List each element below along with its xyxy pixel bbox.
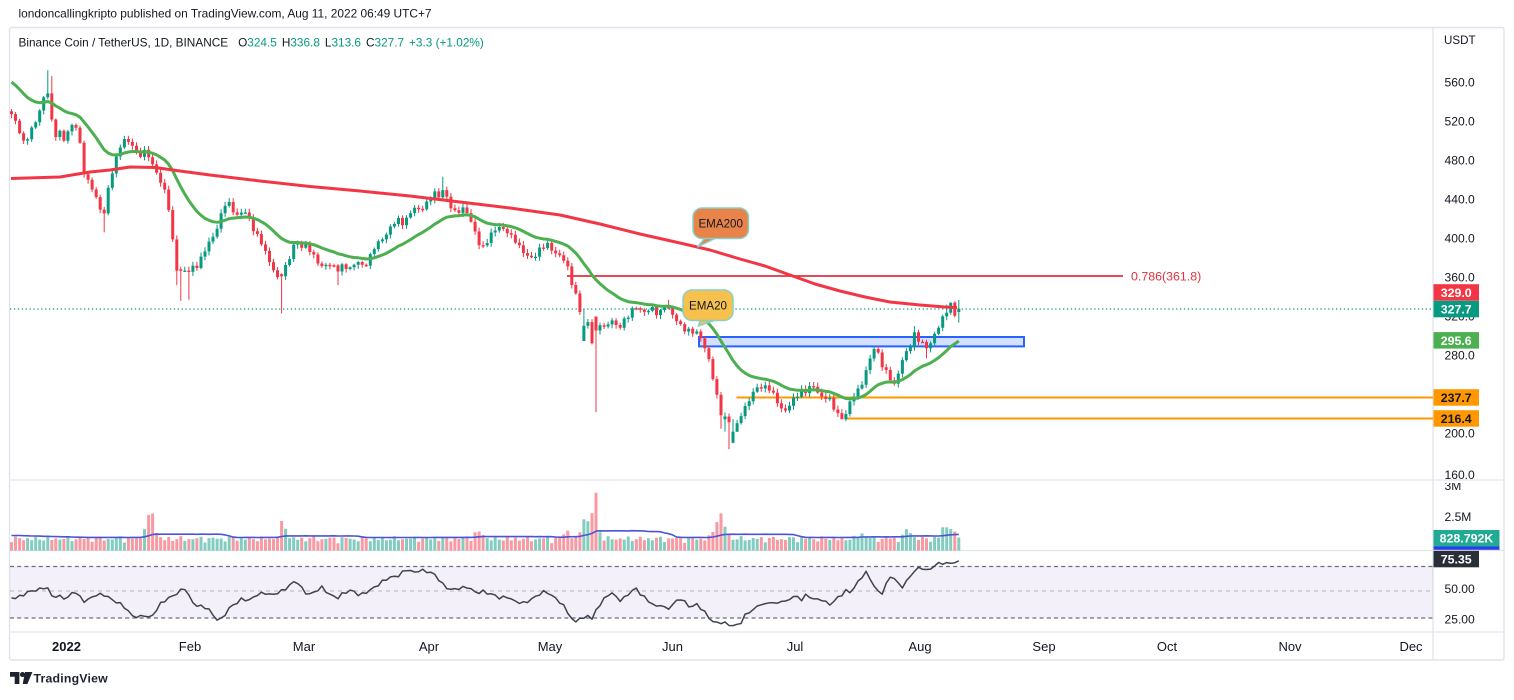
svg-text:400.0: 400.0 — [1445, 231, 1476, 245]
svg-text:Mar: Mar — [293, 639, 316, 654]
svg-text:USDT: USDT — [1444, 34, 1476, 47]
svg-text:828.792K: 828.792K — [1440, 532, 1494, 546]
svg-text:360.0: 360.0 — [1445, 270, 1476, 284]
svg-text:75.35: 75.35 — [1441, 552, 1472, 566]
svg-text:EMA20: EMA20 — [689, 300, 727, 313]
svg-text:Aug: Aug — [908, 639, 931, 654]
svg-text:TradingView: TradingView — [34, 672, 109, 686]
svg-text:560.0: 560.0 — [1445, 75, 1476, 89]
svg-text:May: May — [538, 639, 563, 654]
svg-text:Oct: Oct — [1157, 639, 1178, 654]
svg-text:Jul: Jul — [787, 639, 804, 654]
svg-text:329.0: 329.0 — [1441, 286, 1472, 300]
svg-text:280.0: 280.0 — [1445, 349, 1476, 363]
svg-text:2.5M: 2.5M — [1445, 510, 1472, 524]
svg-text:2022: 2022 — [52, 639, 81, 654]
svg-text:Feb: Feb — [179, 639, 201, 654]
svg-text:Binance Coin / TetherUS, 1D, B: Binance Coin / TetherUS, 1D, BINANCE O324… — [19, 36, 484, 50]
svg-text:200.0: 200.0 — [1445, 426, 1476, 440]
svg-text:25.00: 25.00 — [1445, 612, 1476, 626]
svg-text:3M: 3M — [1445, 479, 1462, 493]
svg-text:50.00: 50.00 — [1445, 582, 1476, 596]
svg-text:295.6: 295.6 — [1441, 334, 1472, 348]
svg-text:520.0: 520.0 — [1445, 114, 1476, 128]
svg-text:160.0: 160.0 — [1445, 468, 1476, 482]
svg-text:327.7: 327.7 — [1441, 302, 1472, 316]
svg-text:480.0: 480.0 — [1445, 153, 1476, 167]
svg-text:237.7: 237.7 — [1441, 391, 1472, 405]
svg-text:0.786(361.8): 0.786(361.8) — [1131, 269, 1201, 283]
svg-text:Sep: Sep — [1032, 639, 1055, 654]
svg-text:londoncallingkripto published: londoncallingkripto published on Trading… — [19, 7, 432, 21]
svg-text:Apr: Apr — [419, 639, 440, 654]
svg-text:440.0: 440.0 — [1445, 192, 1476, 206]
svg-text:EMA200: EMA200 — [698, 218, 742, 231]
svg-text:Jun: Jun — [662, 639, 683, 654]
svg-text:Dec: Dec — [1399, 639, 1423, 654]
svg-text:Nov: Nov — [1278, 639, 1302, 654]
svg-text:216.4: 216.4 — [1441, 412, 1472, 426]
